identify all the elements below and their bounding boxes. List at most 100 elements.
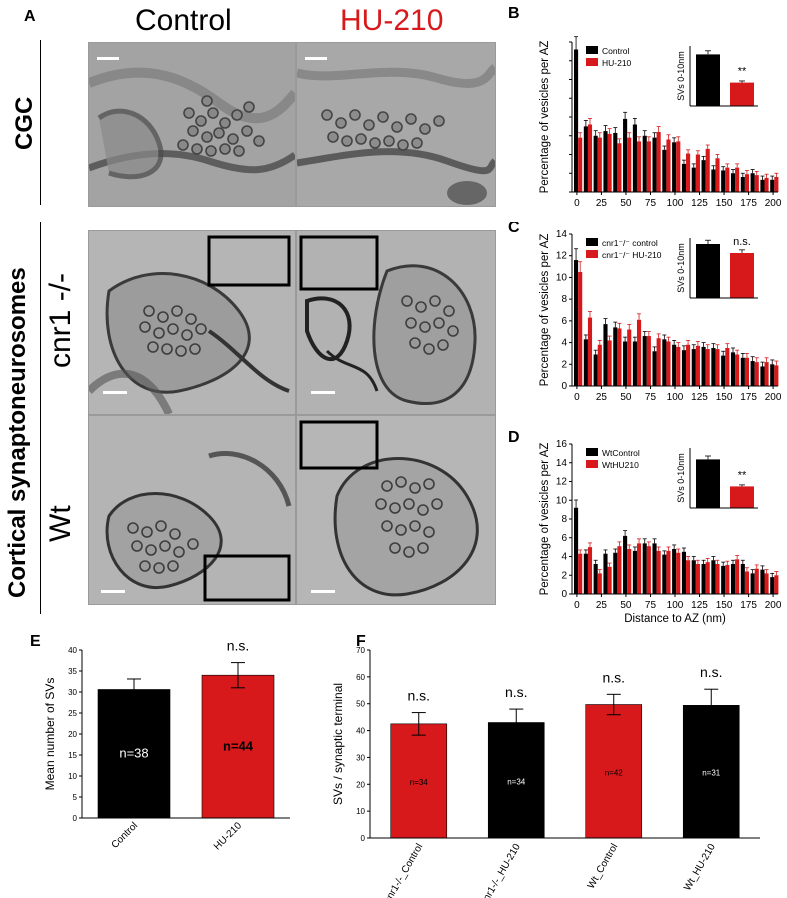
panel-b-bar-a [721, 170, 726, 192]
panel-b-x-tick-label: 75 [645, 198, 657, 209]
panel-d-bar-b [705, 562, 710, 594]
panel-c-bar-b [705, 349, 710, 386]
panel-c-bar-b [627, 329, 632, 386]
panel-f-bar [390, 723, 448, 839]
panel-d-bar-b [735, 559, 740, 594]
panel-c-bar-b [597, 344, 602, 386]
panel-c-y-axis-label: Percentage of vesicles per AZ [539, 234, 551, 387]
panel-d-bar-b [686, 560, 691, 594]
panel-f-n-label: n=31 [702, 769, 721, 778]
panel-e-chart: En=38 Control n=44 n.s. HU-210 0 5 10 15 20 25 30 35… [30, 633, 290, 852]
panel-d-bar-b [646, 546, 651, 594]
panel-d-y-tick-label: 2 [561, 570, 567, 581]
panel-e-y-tick-label: 35 [68, 667, 77, 676]
panel-a-row-cnr1-label: cnr1 -/- [44, 272, 77, 368]
panel-b-x-tick-label: 125 [691, 198, 708, 209]
panel-d-y-tick-label: 16 [556, 439, 568, 450]
panel-c-bar-a [721, 355, 726, 386]
panel-e-y-tick-label: 25 [68, 709, 77, 718]
panel-b-bar-a [613, 132, 618, 192]
panel-c-bar-b [735, 354, 740, 386]
panel-c-y-tick-label: 8 [561, 294, 567, 305]
panel-b-bar-b [754, 175, 759, 192]
panel-d-inset-annotation: ** [738, 469, 747, 481]
panel-f-annotation: n.s. [505, 684, 528, 700]
panel-c-x-tick-label: 150 [716, 392, 733, 403]
panel-f-y-tick-label: 70 [356, 646, 365, 655]
panel-c-bar-a [730, 352, 736, 386]
panel-f-category-label: cnr1-/-_Control [382, 842, 425, 898]
panel-c-y-tick-label: 10 [556, 272, 568, 283]
panel-e-y-tick-label: 0 [73, 814, 78, 823]
panel-d-bar-a [740, 564, 745, 594]
panel-c-inset-y-label: SVs 0-10nm [676, 243, 686, 293]
panel-d-bar-b [754, 568, 759, 594]
panel-c-legend-swatch [586, 238, 598, 246]
panel-c-bar-a [760, 366, 765, 386]
panel-e-y-tick-label: 20 [68, 730, 77, 739]
panel-d-x-tick-label: 175 [740, 600, 757, 611]
panel-d-bar-b [597, 573, 602, 594]
panel-b-bar-b [597, 137, 602, 192]
panel-b-bar-b [744, 174, 750, 192]
micrograph-cnr1-hu210 [296, 230, 496, 415]
panel-b-bar-b [705, 148, 710, 192]
panel-f-bar [585, 704, 643, 839]
panel-d-y-tick-label: 6 [561, 533, 567, 544]
panel-d-bar-a [760, 569, 765, 594]
micrograph-cnr1-control [88, 230, 296, 415]
panel-c-x-tick-label: 25 [596, 392, 608, 403]
panel-f-y-tick-label: 50 [356, 700, 365, 709]
panel-b-x-tick-label: 100 [667, 198, 684, 209]
panel-c-bar-b [695, 345, 700, 386]
panel-b-bar-b [725, 167, 730, 192]
panel-a-row-wt-label: Wt [44, 505, 77, 542]
panel-b-inset-bar [696, 54, 720, 106]
panel-d-chart: D 0 2 4 6 8 10 12 14 16 0 25 50 75 100 125 150 175 200 Perc… [508, 430, 782, 625]
panel-d-bar-a [613, 552, 618, 594]
panel-b-bar-b [676, 141, 681, 192]
panel-c-x-tick-label: 50 [620, 392, 632, 403]
panel-f-n-label: n=34 [410, 778, 429, 787]
panel-b-bar-b [686, 153, 691, 192]
panel-d-bar-a [623, 535, 628, 594]
panel-d-bar-a [730, 564, 736, 594]
micrograph-wt-control [88, 415, 296, 605]
panel-c-bar-b [656, 338, 661, 386]
panel-d-legend-swatch [586, 448, 598, 456]
panel-d-y-tick-label: 4 [561, 552, 567, 563]
micrograph-wt-hu210 [296, 415, 496, 605]
panel-c-x-tick-label: 125 [691, 392, 708, 403]
panel-e-y-tick-label: 30 [68, 688, 77, 697]
panel-d-letter: D [508, 430, 520, 446]
panel-d-bar-b [666, 550, 671, 594]
panel-d-x-tick-label: 200 [765, 600, 782, 611]
panel-b-bar-a [642, 135, 647, 192]
panel-c-bar-b [744, 357, 750, 386]
panel-d-x-tick-label: 125 [691, 600, 708, 611]
panel-e-y-axis-label: Mean number of SVs [43, 678, 57, 791]
panel-a-col-control-label: Control [135, 4, 232, 37]
panel-e-y-tick-label: 15 [68, 751, 77, 760]
panel-b-bar-b [587, 124, 593, 192]
panel-c-bar-b [774, 365, 779, 386]
panel-c-bar-b [587, 317, 593, 386]
panel-c-bar-a [632, 341, 637, 386]
panel-d-y-tick-label: 12 [556, 477, 568, 488]
panel-d-bar-b [578, 553, 583, 594]
panel-e-category-label: Control [110, 820, 141, 851]
panel-b-bar-b [617, 143, 622, 192]
panel-c-bar-b [646, 336, 651, 386]
panel-e-y-tick-label: 40 [68, 646, 77, 655]
panel-b-bar-a [574, 49, 579, 192]
panel-e-n-label: n=44 [223, 739, 254, 754]
panel-c-x-tick-label: 100 [667, 392, 684, 403]
panel-c-bar-a [740, 357, 745, 386]
panel-d-bar-a [770, 577, 775, 594]
panel-b-inset-annotation: ** [738, 66, 747, 78]
panel-f-n-label: n=34 [507, 777, 526, 786]
panel-c-inset-bar [730, 253, 754, 298]
panel-b-bar-b [695, 154, 700, 192]
panel-c-bar-b [607, 340, 612, 386]
panel-b-legend-swatch [586, 58, 598, 66]
